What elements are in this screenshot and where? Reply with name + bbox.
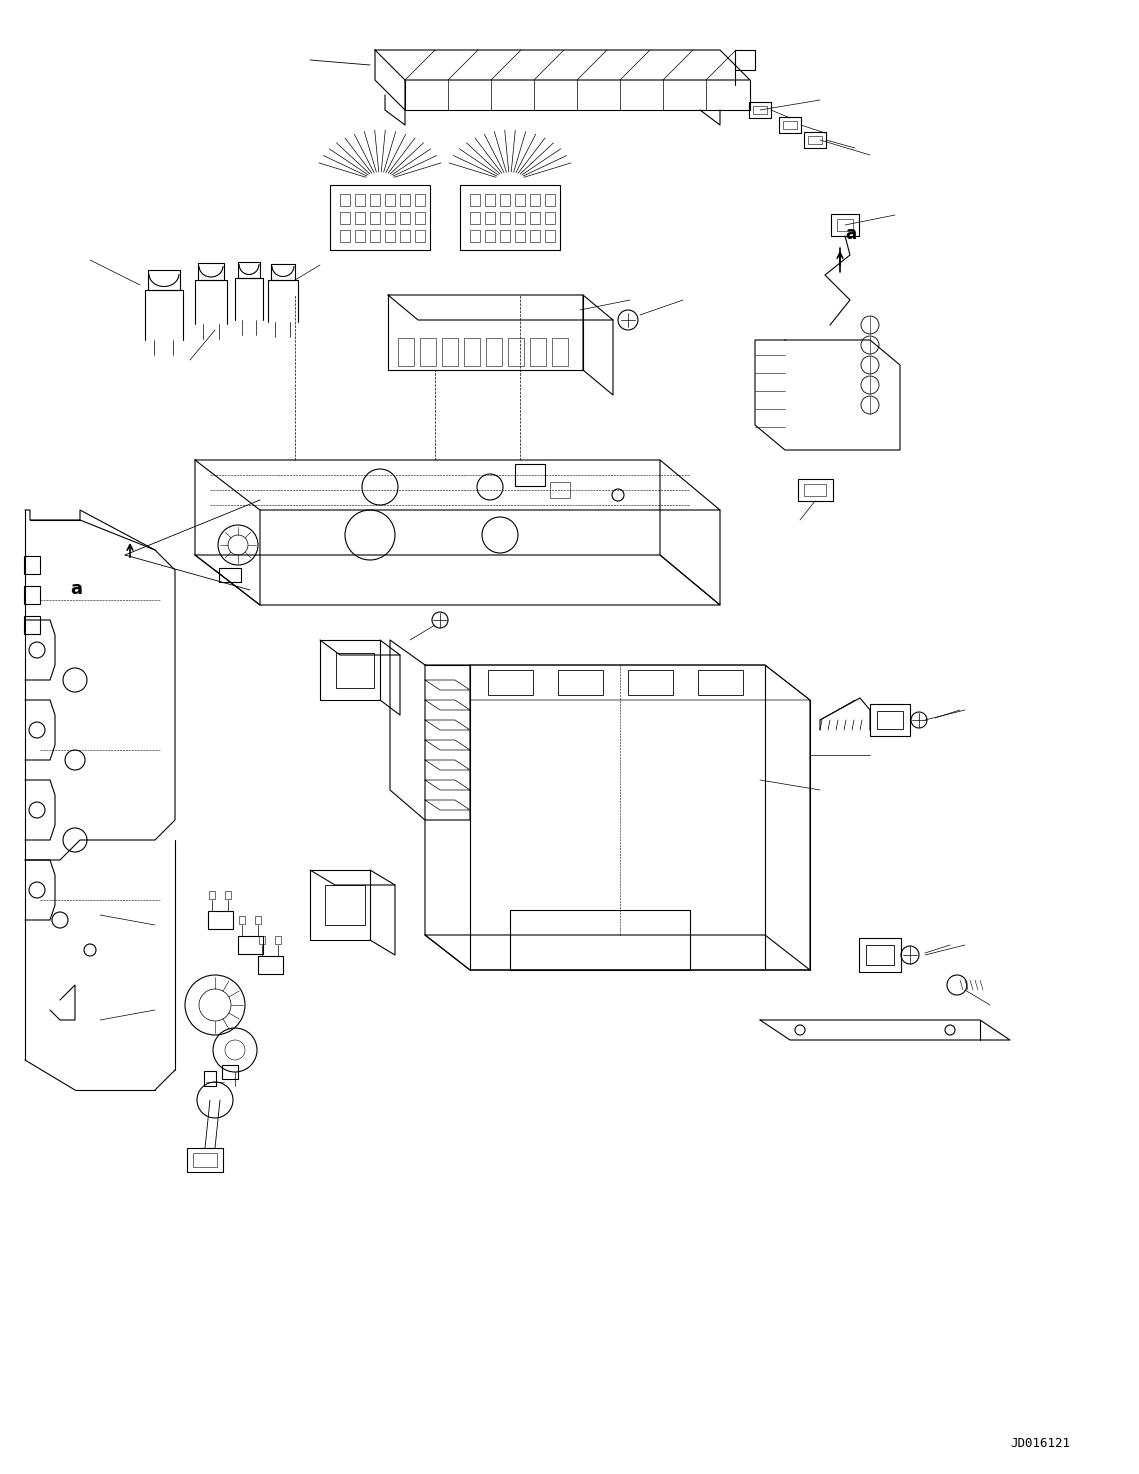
Bar — [515, 464, 544, 486]
Bar — [464, 338, 480, 366]
Bar — [187, 1148, 223, 1172]
Bar — [204, 1070, 216, 1085]
Bar — [550, 482, 570, 498]
Bar — [207, 911, 232, 929]
Bar — [400, 230, 410, 242]
Bar — [557, 669, 603, 694]
Bar — [544, 230, 555, 242]
Bar — [779, 116, 801, 133]
Bar — [398, 338, 413, 366]
Bar — [500, 212, 510, 224]
Bar — [222, 1066, 238, 1079]
Bar — [753, 106, 767, 113]
Bar — [470, 212, 480, 224]
Bar — [341, 230, 350, 242]
Bar — [24, 587, 40, 604]
Bar — [442, 338, 458, 366]
Bar — [370, 212, 380, 224]
Bar — [219, 567, 241, 582]
Bar — [325, 884, 364, 926]
Bar — [415, 195, 425, 206]
Bar — [341, 195, 350, 206]
Bar — [385, 230, 395, 242]
Bar — [808, 136, 822, 144]
Bar — [24, 616, 40, 634]
Bar — [385, 195, 395, 206]
Bar — [420, 338, 436, 366]
Bar — [486, 338, 502, 366]
Bar — [274, 936, 281, 943]
Bar — [400, 195, 410, 206]
Bar — [192, 1153, 218, 1167]
Text: a: a — [845, 226, 857, 243]
Bar — [485, 212, 495, 224]
Bar — [470, 195, 480, 206]
Bar — [544, 195, 555, 206]
Bar — [508, 338, 524, 366]
Bar — [628, 669, 672, 694]
Bar — [515, 212, 525, 224]
Bar — [400, 212, 410, 224]
Bar — [749, 102, 771, 118]
Bar — [804, 133, 826, 147]
Text: JD016121: JD016121 — [1010, 1437, 1070, 1450]
Bar — [24, 556, 40, 573]
Bar — [355, 195, 364, 206]
Bar — [208, 890, 215, 899]
Bar — [544, 212, 555, 224]
Bar — [837, 220, 853, 231]
Bar — [831, 214, 859, 236]
Bar — [341, 212, 350, 224]
Bar — [697, 669, 743, 694]
Bar — [257, 957, 282, 974]
Bar — [238, 936, 262, 954]
Bar — [552, 338, 568, 366]
Bar — [515, 195, 525, 206]
Bar — [485, 195, 495, 206]
Bar — [510, 909, 690, 970]
Bar — [859, 937, 901, 971]
Bar — [460, 184, 560, 249]
Bar — [239, 915, 245, 924]
Bar — [877, 710, 903, 730]
Bar — [259, 936, 265, 943]
Bar — [515, 230, 525, 242]
Bar — [226, 890, 231, 899]
Bar — [336, 653, 374, 687]
Bar — [500, 195, 510, 206]
Bar — [355, 212, 364, 224]
Bar — [487, 669, 533, 694]
Bar — [500, 230, 510, 242]
Bar — [804, 483, 826, 495]
Bar — [370, 230, 380, 242]
Bar — [415, 230, 425, 242]
Bar — [797, 479, 833, 501]
Bar — [870, 705, 910, 736]
Bar — [530, 195, 540, 206]
Bar — [485, 230, 495, 242]
Bar — [866, 945, 894, 965]
Bar — [330, 184, 431, 249]
Bar — [530, 338, 546, 366]
Text: a: a — [69, 579, 82, 598]
Bar — [415, 212, 425, 224]
Bar — [385, 212, 395, 224]
Bar — [255, 915, 261, 924]
Bar — [530, 230, 540, 242]
Bar — [370, 195, 380, 206]
Bar — [530, 212, 540, 224]
Bar — [355, 230, 364, 242]
Bar — [470, 230, 480, 242]
Bar — [782, 121, 797, 130]
